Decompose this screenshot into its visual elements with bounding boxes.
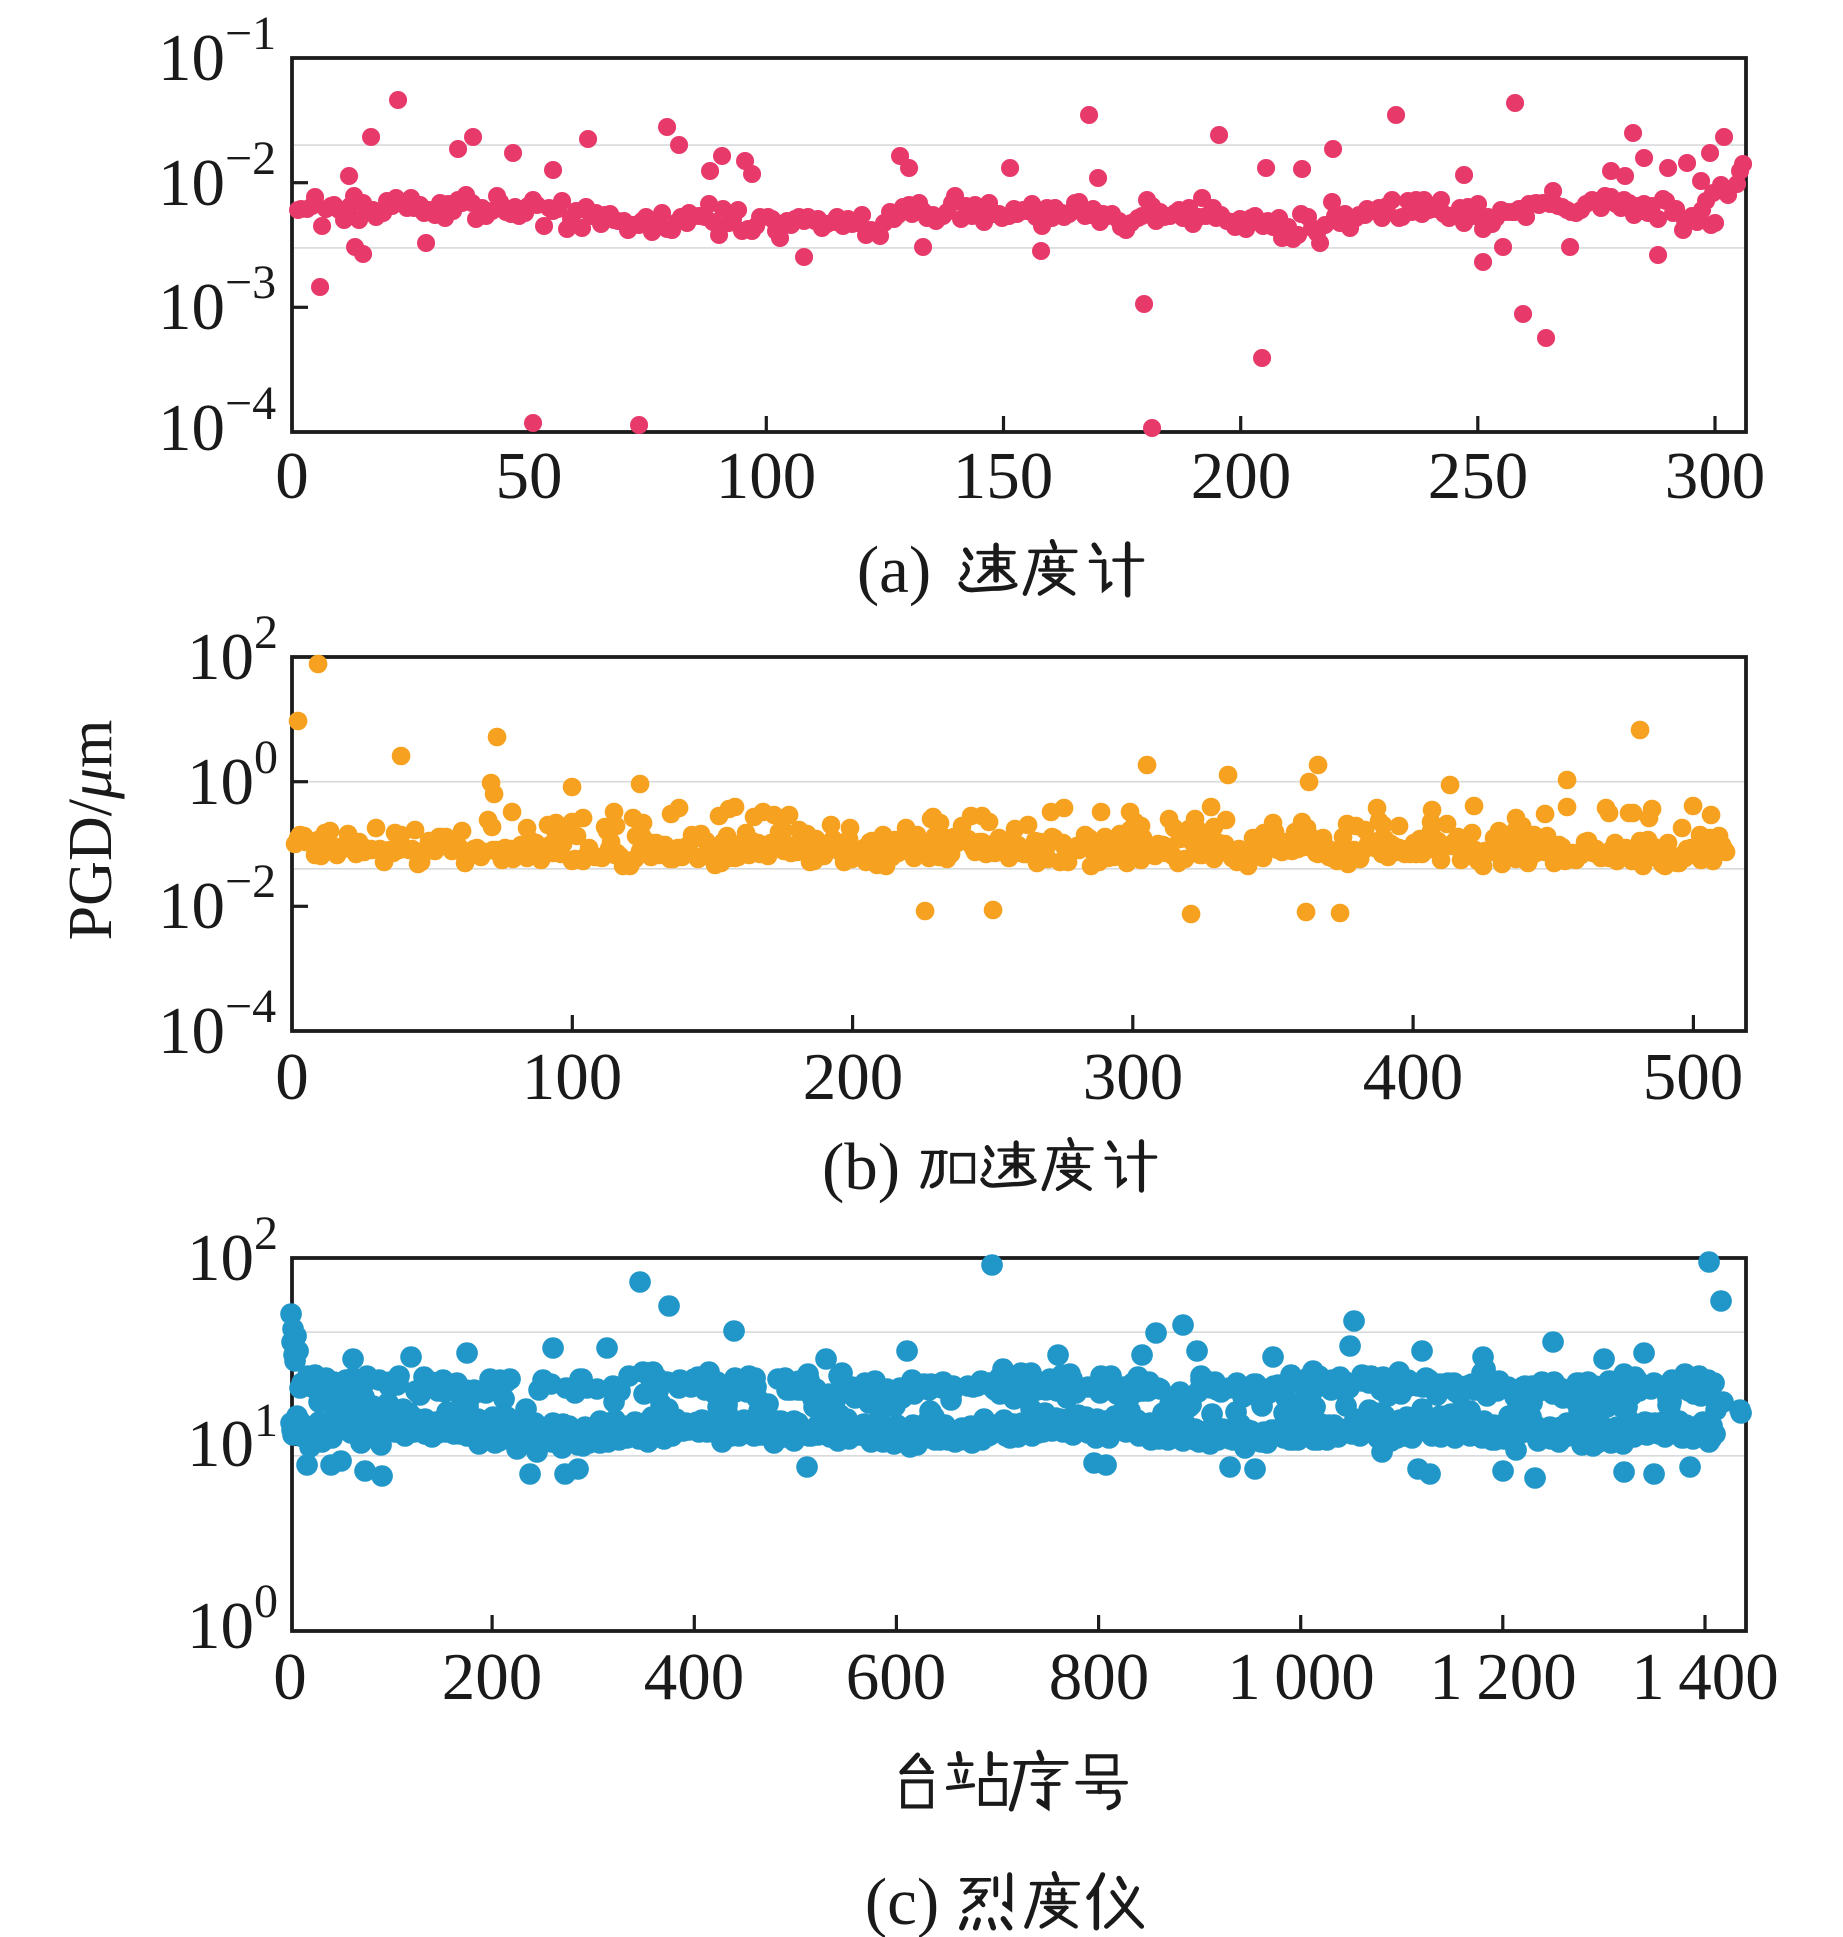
svg-text:10: 10: [158, 270, 225, 344]
svg-text:200: 200: [803, 1040, 904, 1114]
svg-text:(c): (c): [865, 1865, 939, 1937]
svg-text:−2: −2: [225, 855, 276, 908]
svg-text:300: 300: [1665, 439, 1766, 513]
svg-text:0: 0: [254, 731, 278, 784]
svg-text:100: 100: [522, 1040, 623, 1114]
svg-text:10: 10: [158, 994, 225, 1068]
svg-text:(b): (b): [822, 1130, 900, 1204]
svg-text:2: 2: [254, 606, 278, 659]
svg-text:10: 10: [187, 620, 254, 694]
svg-text:1: 1: [254, 1394, 278, 1447]
svg-text:200: 200: [442, 1640, 543, 1714]
svg-text:0: 0: [275, 1040, 309, 1114]
svg-text:500: 500: [1643, 1040, 1744, 1114]
svg-text:−1: −1: [225, 7, 276, 60]
svg-text:100: 100: [716, 439, 817, 513]
svg-text:1 000: 1 000: [1227, 1640, 1374, 1714]
svg-text:0: 0: [254, 1575, 278, 1628]
svg-text:2: 2: [254, 1207, 278, 1260]
svg-text:10: 10: [158, 869, 225, 943]
svg-text:150: 150: [953, 439, 1054, 513]
svg-text:−3: −3: [225, 256, 276, 309]
svg-text:−2: −2: [225, 132, 276, 185]
svg-text:10: 10: [158, 21, 225, 95]
svg-text:0: 0: [273, 1640, 307, 1714]
svg-text:−4: −4: [225, 980, 276, 1033]
svg-text:250: 250: [1428, 439, 1529, 513]
svg-text:10: 10: [187, 1589, 254, 1663]
svg-text:10: 10: [187, 745, 254, 819]
svg-text:10: 10: [187, 1221, 254, 1295]
svg-text:0: 0: [275, 439, 309, 513]
svg-text:(a): (a): [857, 533, 931, 607]
svg-text:−4: −4: [225, 377, 276, 430]
svg-text:10: 10: [187, 1407, 254, 1481]
svg-text:10: 10: [158, 146, 225, 220]
svg-text:400: 400: [644, 1640, 745, 1714]
svg-text:10: 10: [158, 391, 225, 465]
svg-text:600: 600: [846, 1640, 947, 1714]
svg-text:50: 50: [496, 439, 563, 513]
svg-text:800: 800: [1049, 1640, 1150, 1714]
svg-text:300: 300: [1083, 1040, 1184, 1114]
svg-text:1 400: 1 400: [1631, 1640, 1778, 1714]
svg-text:PGD/μm: PGD/μm: [57, 720, 125, 941]
svg-text:400: 400: [1363, 1040, 1464, 1114]
svg-text:200: 200: [1191, 439, 1292, 513]
svg-text:1 200: 1 200: [1429, 1640, 1576, 1714]
